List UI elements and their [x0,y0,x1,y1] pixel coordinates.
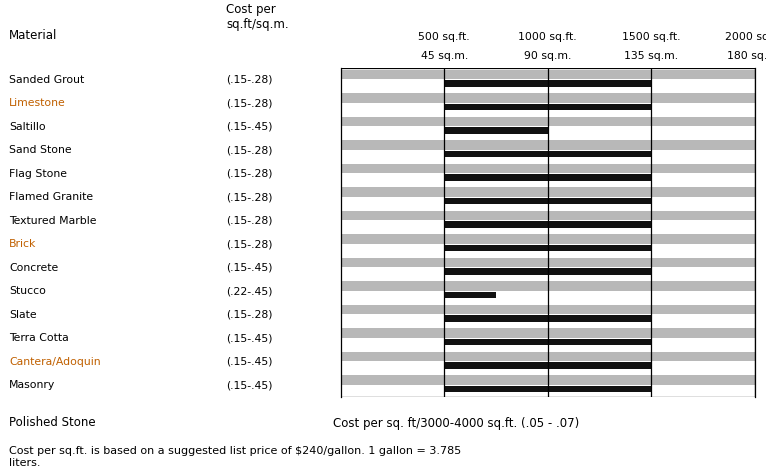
Text: Flag Stone: Flag Stone [9,169,67,179]
Text: 180 sq.m.: 180 sq.m. [728,51,766,61]
Bar [341,164,755,173]
Text: 1000 sq.ft.: 1000 sq.ft. [519,32,577,42]
Text: Saltillo: Saltillo [9,122,46,132]
Text: Sanded Grout: Sanded Grout [9,75,84,85]
Text: (.15-.28): (.15-.28) [226,216,273,226]
Bar [444,245,651,251]
Bar [341,234,755,244]
Bar [341,258,755,267]
Bar [444,104,651,110]
Text: Sand Stone: Sand Stone [9,145,72,156]
Bar [341,328,755,338]
Bar [444,198,651,204]
Bar [341,375,755,385]
Text: Flamed Granite: Flamed Granite [9,192,93,203]
Text: (.15-.28): (.15-.28) [226,192,273,203]
Text: Masonry: Masonry [9,380,55,391]
Text: Cost per
sq.ft/sq.m.: Cost per sq.ft/sq.m. [226,3,289,31]
Bar [341,187,755,197]
Text: (.15-.28): (.15-.28) [226,169,273,179]
Bar [444,174,651,181]
Text: (.15-.45): (.15-.45) [226,122,273,132]
Text: Cost per sq. ft/3000-4000 sq.ft. (.05 - .07): Cost per sq. ft/3000-4000 sq.ft. (.05 - … [333,416,579,430]
Bar [444,80,651,87]
Text: (.15-.28): (.15-.28) [226,310,273,320]
Text: (.15-.45): (.15-.45) [226,333,273,344]
Bar [341,211,755,220]
Bar [444,151,651,157]
Bar [341,140,755,150]
Bar [341,93,755,103]
Bar [341,352,755,361]
Text: 45 sq.m.: 45 sq.m. [421,51,468,61]
Bar [341,281,755,291]
Bar [444,127,548,134]
Text: Polished Stone: Polished Stone [9,416,96,430]
Text: 135 sq.m.: 135 sq.m. [624,51,678,61]
Text: Cantera/Adoquin: Cantera/Adoquin [9,357,101,367]
Bar [444,386,651,392]
Text: 2000 sq.ft.: 2000 sq.ft. [725,32,766,42]
Text: 1500 sq.ft.: 1500 sq.ft. [622,32,680,42]
Text: 90 sq.m.: 90 sq.m. [524,51,571,61]
Bar [444,315,651,322]
Text: Brick: Brick [9,239,37,250]
Text: (.15-.45): (.15-.45) [226,263,273,273]
Text: Cost per sq.ft. is based on a suggested list price of $240/gallon. 1 gallon = 3.: Cost per sq.ft. is based on a suggested … [9,446,461,468]
Bar [444,268,651,275]
Text: Material: Material [9,29,57,42]
Text: (.15-.28): (.15-.28) [226,239,273,250]
Text: (.15-.28): (.15-.28) [226,145,273,156]
Text: Slate: Slate [9,310,37,320]
Text: (.15-.28): (.15-.28) [226,98,273,109]
Text: (.15-.28): (.15-.28) [226,75,273,85]
Bar [444,362,651,369]
Text: (.22-.45): (.22-.45) [226,286,273,297]
Text: Concrete: Concrete [9,263,58,273]
Bar [444,339,651,345]
Bar [341,117,755,126]
Text: Stucco: Stucco [9,286,46,297]
Text: (.15-.45): (.15-.45) [226,357,273,367]
Bar [444,292,496,298]
Bar [444,221,651,228]
Text: Limestone: Limestone [9,98,66,109]
Text: (.15-.45): (.15-.45) [226,380,273,391]
Text: Textured Marble: Textured Marble [9,216,97,226]
Bar [341,70,755,79]
Text: Terra Cotta: Terra Cotta [9,333,69,344]
Bar [341,305,755,314]
Text: 500 sq.ft.: 500 sq.ft. [418,32,470,42]
